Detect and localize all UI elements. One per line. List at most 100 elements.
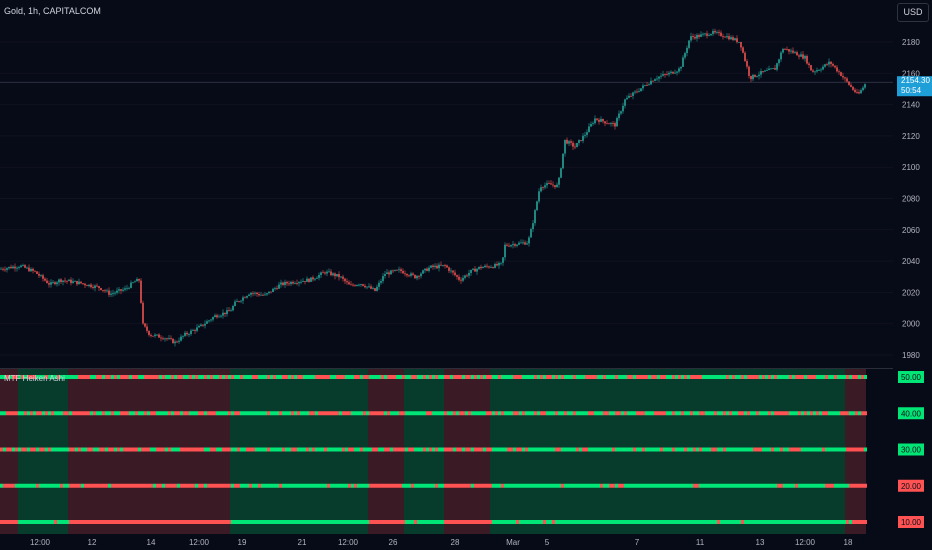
candle [774,64,776,70]
candle [242,295,244,304]
candle [184,330,186,338]
candle [816,67,818,73]
candle [448,266,450,274]
candle [252,291,254,297]
candle [168,334,170,341]
candle [286,280,288,287]
candle [612,121,614,127]
candle [92,284,94,290]
candle [604,121,606,127]
candle [312,275,314,282]
indicator-level-label: 40.00 [901,409,922,418]
candle [616,116,618,127]
candle [594,115,596,125]
candle [830,61,832,68]
currency-button[interactable]: USD [897,3,929,22]
candle [720,30,722,37]
candle [488,265,490,269]
candle [832,62,834,67]
candle [456,274,458,280]
indicator-row-50 [0,375,867,379]
candle [586,129,588,138]
candle [304,280,306,285]
candle [462,275,464,283]
countdown-label: 50:54 [901,86,922,96]
candle [460,277,462,284]
candle [498,261,500,269]
candle [324,271,326,276]
time-axis: 12:00 12 14 12:00 19 21 12:00 26 28 Mar 5 7 11 13 12:0… [30,538,853,547]
time-tick-label: 12:00 [189,538,210,547]
candle [856,88,858,94]
candle [732,35,734,42]
candle [662,70,664,77]
candle [648,83,650,86]
candle [366,286,368,290]
candle [542,186,544,191]
candle [672,71,674,75]
candle [592,121,594,126]
candle [600,116,602,123]
candle [82,283,84,285]
candle [350,281,352,286]
candle [120,288,122,295]
indicator-row-40 [0,411,867,416]
candle [162,336,164,341]
candle [246,295,248,299]
candle [654,78,656,82]
indicator-level-label: 50.00 [901,373,922,382]
candle [248,293,250,297]
candle [588,123,590,133]
candle [154,333,156,338]
candle [26,266,28,269]
candle [754,74,756,78]
candle [578,139,580,146]
candle [756,75,758,78]
candle [132,281,134,284]
candle [804,54,806,62]
candle [800,51,802,57]
candle [360,283,362,287]
candle [728,33,730,41]
candle [342,274,344,282]
candle [572,140,574,150]
candle [686,45,688,57]
time-tick-label: 18 [844,538,853,547]
candle [530,227,532,238]
candle [56,281,58,287]
candle [172,338,174,344]
price-tick-label: 2100 [902,163,920,172]
candle [232,304,234,312]
candle [310,277,312,282]
candle [730,35,732,40]
candle [102,289,104,293]
candle [508,242,510,248]
candle [98,285,100,292]
candle [806,54,808,65]
candle [298,281,300,287]
candle [568,139,570,147]
candle [200,323,202,327]
time-tick-label: 21 [298,538,307,547]
candle [422,269,424,275]
candle [722,33,724,40]
candle [368,283,370,289]
candle [738,41,740,43]
candle [412,272,414,276]
candle [216,313,218,319]
candle [670,70,672,75]
indicator-level-label: 20.00 [901,482,922,491]
candle [560,167,562,179]
candle [638,88,640,93]
candle [122,287,124,293]
candle [192,328,194,331]
candle [598,117,600,125]
candle [472,268,474,271]
candle [502,257,504,266]
candle [546,180,548,189]
candle [100,287,102,291]
candle [708,33,710,37]
candle [634,90,636,95]
candle [610,122,612,127]
